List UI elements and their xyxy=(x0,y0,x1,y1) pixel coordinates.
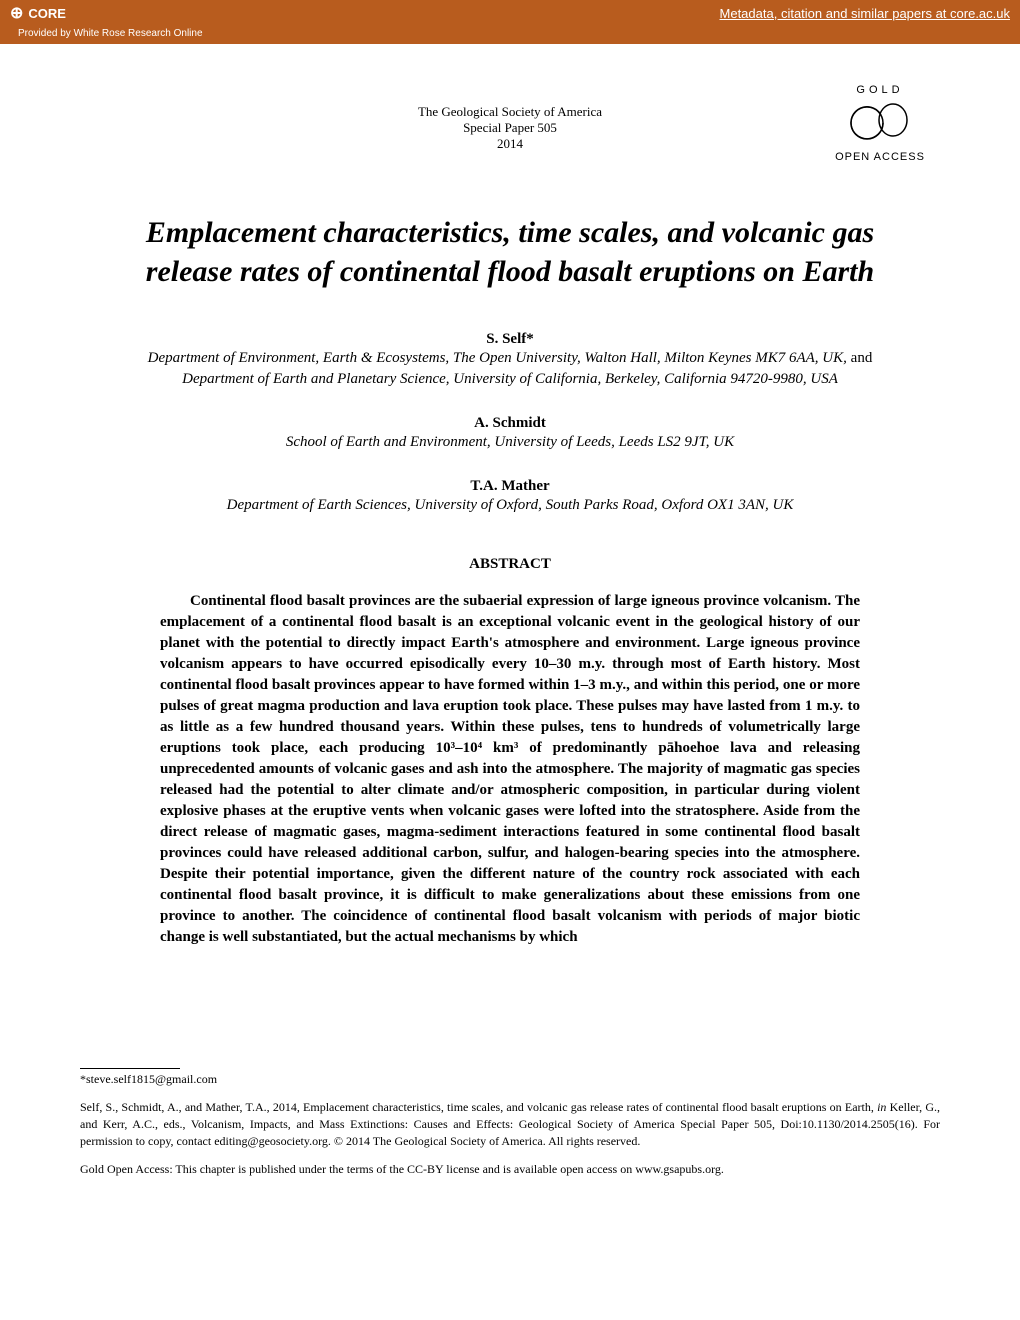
open-access-label: OPEN ACCESS xyxy=(820,151,940,163)
email-footnote: *steve.self1815@gmail.com xyxy=(80,1072,940,1087)
author-affiliation: School of Earth and Environment, Univers… xyxy=(80,432,940,453)
open-access-badge: GOLD OPEN ACCESS xyxy=(820,84,940,163)
author-block-3: T.A. Mather Department of Earth Sciences… xyxy=(80,478,940,516)
page-content: The Geological Society of America Specia… xyxy=(0,44,1020,1208)
author-affiliation: Department of Earth Sciences, University… xyxy=(80,495,940,516)
core-logo-label: ⊕ CORE xyxy=(10,3,66,23)
core-banner: ⊕ CORE Metadata, citation and similar pa… xyxy=(0,0,1020,26)
footnote-rule xyxy=(80,1068,180,1069)
author-block-1: S. Self* Department of Environment, Eart… xyxy=(80,331,940,390)
abstract-heading: ABSTRACT xyxy=(80,556,940,573)
and-text: and xyxy=(847,350,872,366)
affiliation-text: Department of Environment, Earth & Ecosy… xyxy=(148,350,847,366)
open-access-logo-icon xyxy=(845,98,915,143)
year: 2014 xyxy=(200,136,820,152)
paper-number: Special Paper 505 xyxy=(200,120,820,136)
author-block-2: A. Schmidt School of Earth and Environme… xyxy=(80,415,940,453)
gold-label: GOLD xyxy=(820,84,940,96)
core-icon: ⊕ xyxy=(10,3,23,23)
header-row: The Geological Society of America Specia… xyxy=(80,84,940,163)
footer-section: *steve.self1815@gmail.com Self, S., Schm… xyxy=(80,1068,940,1178)
paper-title: Emplacement characteristics, time scales… xyxy=(80,213,940,291)
core-subbanner: Provided by White Rose Research Online xyxy=(0,26,1020,44)
author-affiliation: Department of Environment, Earth & Ecosy… xyxy=(80,348,940,390)
society-name: The Geological Society of America xyxy=(200,104,820,120)
author-name: S. Self* xyxy=(80,331,940,348)
abstract-body: Continental flood basalt provinces are t… xyxy=(80,591,940,948)
citation-part: Self, S., Schmidt, A., and Mather, T.A.,… xyxy=(80,1100,877,1114)
core-text: CORE xyxy=(28,6,66,21)
affiliation-text: Department of Earth and Planetary Scienc… xyxy=(182,371,838,387)
metadata-link[interactable]: Metadata, citation and similar papers at… xyxy=(720,6,1010,21)
citation-text: Self, S., Schmidt, A., and Mather, T.A.,… xyxy=(80,1099,940,1149)
author-name: T.A. Mather xyxy=(80,478,940,495)
society-info: The Geological Society of America Specia… xyxy=(200,84,820,152)
gold-access-note: Gold Open Access: This chapter is publis… xyxy=(80,1161,940,1178)
author-name: A. Schmidt xyxy=(80,415,940,432)
